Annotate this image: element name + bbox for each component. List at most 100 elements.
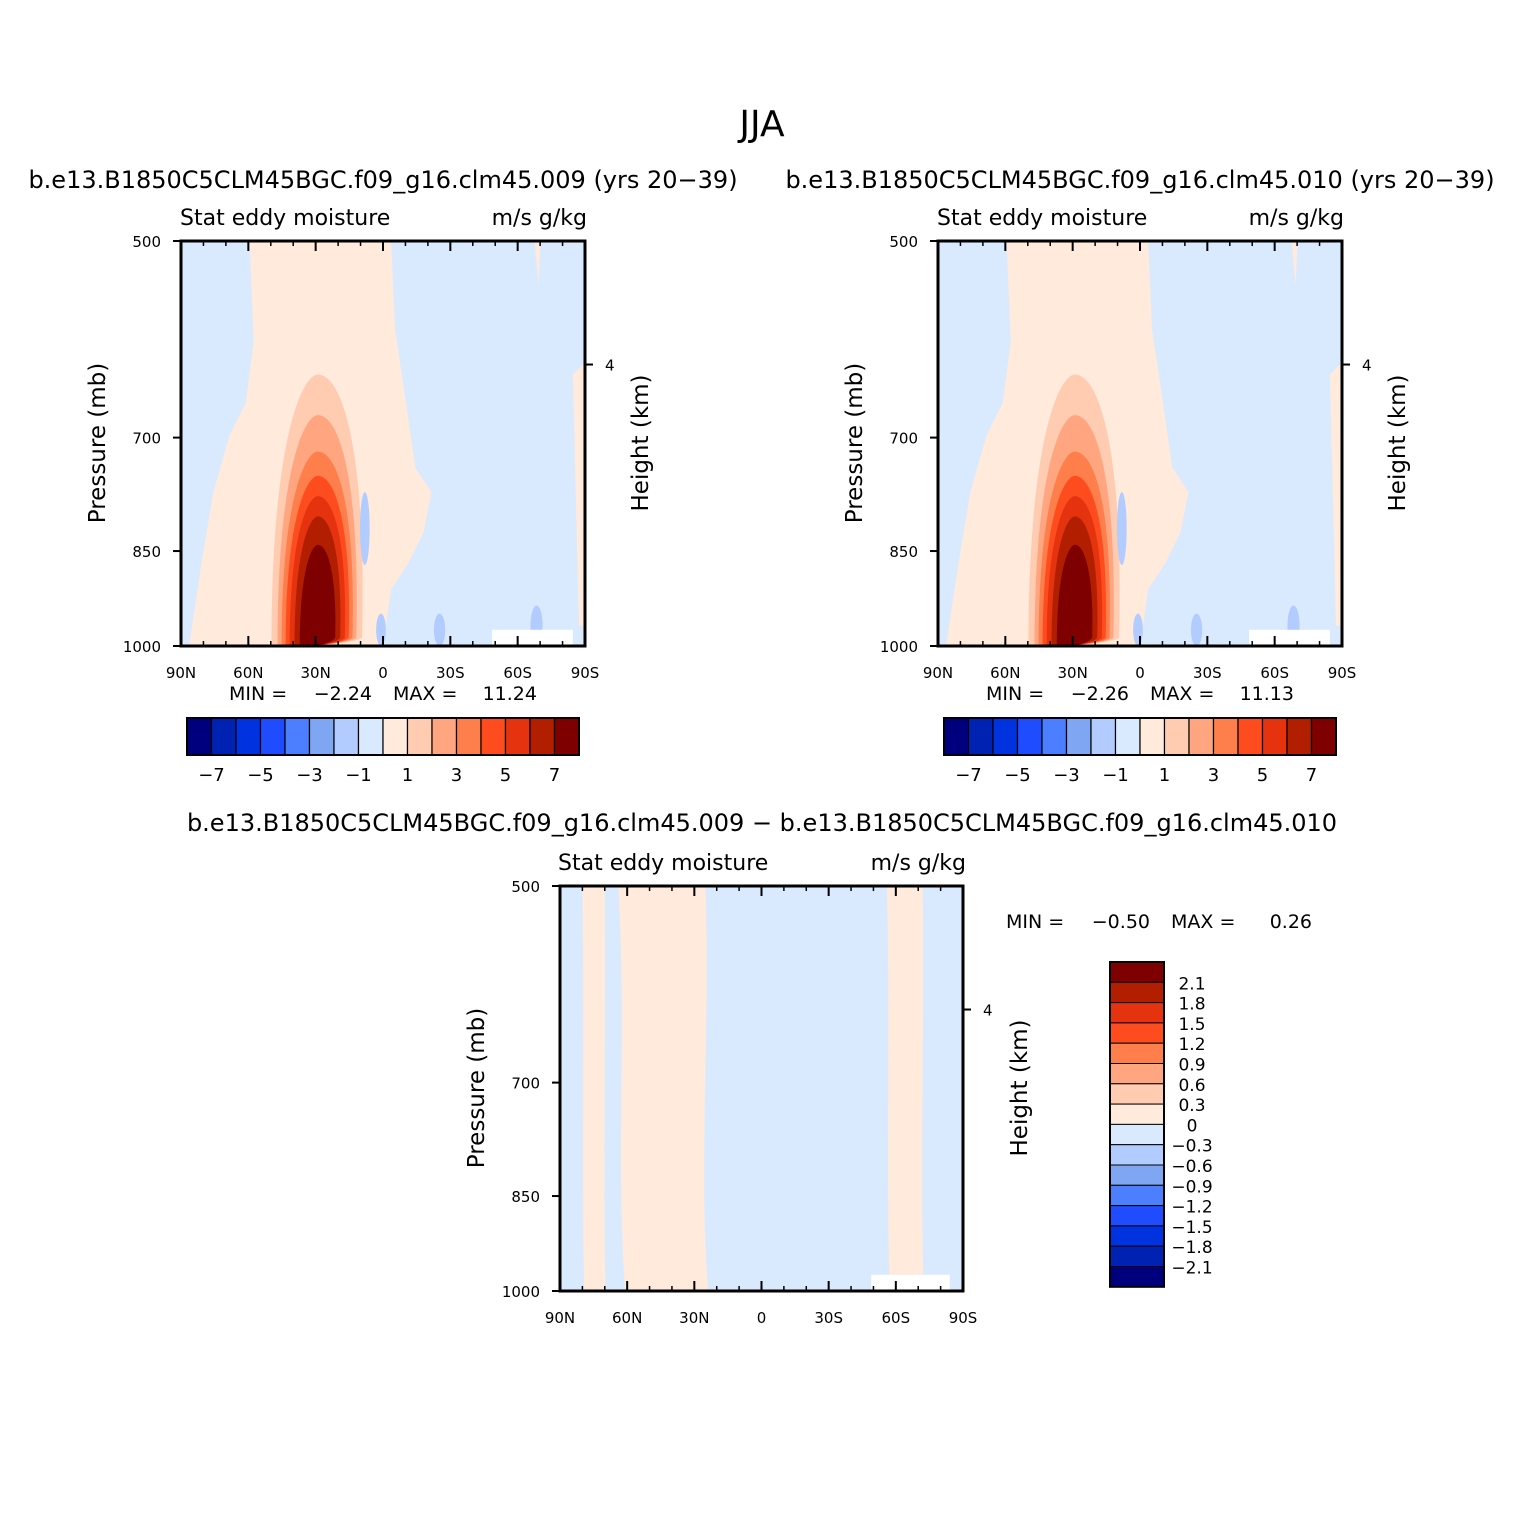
colorbar-tick-label: 5 [1257,765,1268,786]
colorbar-swatch [1114,717,1141,756]
contour-band-negative [359,492,370,565]
contour-field [181,241,585,646]
colorbar-swatch [284,717,311,756]
figure-title: JJA [737,104,785,145]
contour-band-negative [1116,492,1127,565]
x-tick-label: 30N [1058,664,1088,682]
colorbar-swatch [1109,1225,1165,1247]
colorbar-swatch [1237,717,1264,756]
colorbar-swatch [382,717,409,756]
panel-case-009: b.e13.B1850C5CLM45BGC.f09_g16.clm45.009 … [28,166,737,786]
x-tick-label: 60S [503,664,532,682]
plot-axes: 90N 60N 30N 0 30S 60S 90S 500 700 850 1000 4 [123,233,615,682]
x-tick-label: 90N [545,1309,575,1327]
y-tick-label: 500 [511,878,540,896]
colorbar-tick-label: −5 [247,765,274,786]
contour-layers [938,241,1342,646]
x-tick-label: 30N [679,1309,709,1327]
y-tick-label: 1000 [880,638,918,656]
colorbar-tick-label: 1.2 [1178,1035,1205,1055]
colorbar-swatch [455,717,482,756]
colorbar-swatch [1139,717,1166,756]
x-tick-label: 30N [301,664,331,682]
left-string: Stat eddy moisture [180,206,390,231]
colorbar-tick-label: 1 [402,765,413,786]
x-tick-label: 0 [757,1309,767,1327]
contour-band-negative [433,613,446,646]
x-tick-label: 90S [1328,664,1357,682]
right-tick-label: 4 [605,357,615,375]
colorbar-tick-label: 0.3 [1178,1096,1205,1116]
colorbar: −7 −5 −3 −1 1 3 5 7 [943,717,1337,786]
colorbar-swatch [1109,1245,1165,1267]
colorbar-tick-label: −1 [345,765,372,786]
colorbar-tick-label: 1 [1159,765,1170,786]
contour-band-positive-1 [582,886,606,1291]
x-tick-label: 30S [814,1309,843,1327]
contour-band-positive-2 [618,886,709,1291]
colorbar-swatch [480,717,507,756]
colorbar-swatch [259,717,286,756]
colorbar-swatch [1065,717,1092,756]
colorbar-swatch [1109,961,1165,983]
contour-layers [181,241,585,646]
colorbar-swatch [504,717,531,756]
colorbar-swatch [1109,1266,1165,1288]
x-tick-label: 90N [923,664,953,682]
contour-band-7 [299,544,336,646]
colorbar-swatch [1109,1083,1165,1105]
colorbar-tick-label: 1.8 [1178,995,1205,1015]
colorbar-tick-label: −3 [296,765,323,786]
colorbar-swatch [1109,1063,1165,1085]
colorbar-tick-label: −0.3 [1171,1137,1212,1157]
right-string: m/s g/kg [1249,206,1344,231]
right-string: m/s g/kg [492,206,587,231]
colorbar-swatch [1109,1022,1165,1044]
colorbar-swatch [1261,717,1288,756]
contour-band-negative [1133,613,1143,646]
colorbar-frame [186,717,580,756]
colorbar-tick-label: −1 [1102,765,1129,786]
max-value: 0.26 [1270,911,1312,933]
x-tick-label: 60N [612,1309,642,1327]
colorbar-tick-label: 3 [451,765,462,786]
x-tick-label: 60S [1260,664,1289,682]
y-axis-label-right: Height (km) [1385,374,1411,511]
y-tick-label: 850 [132,543,161,561]
right-tick-label: 4 [1362,357,1372,375]
colorbar-swatch [406,717,433,756]
x-tick-label: 60N [990,664,1020,682]
y-axis-label: Pressure (mb) [85,363,111,523]
colorbar-swatch [1109,1205,1165,1227]
colorbar-swatch [1016,717,1043,756]
colorbar-swatch [1286,717,1313,756]
colorbar-swatch [431,717,458,756]
y-tick-label: 700 [132,430,161,448]
min-label: MIN = [986,683,1044,705]
colorbar: −7 −5 −3 −1 1 3 5 7 [186,717,580,786]
y-tick-label: 700 [889,430,918,448]
contour-band-positive-thin [534,241,541,286]
colorbar-swatch [967,717,994,756]
max-label: MAX = [393,683,457,705]
colorbar-tick-label: 0.9 [1178,1056,1205,1076]
case-title: b.e13.B1850C5CLM45BGC.f09_g16.clm45.010 … [785,166,1494,194]
colorbar-swatch [235,717,262,756]
colorbar-tick-label: −2.1 [1171,1259,1212,1279]
y-axis-label: Pressure (mb) [464,1008,490,1168]
colorbar-tick-label: 0 [1187,1116,1198,1136]
colorbar-swatch [943,717,970,756]
colorbar-tick-label: −7 [955,765,982,786]
contour-band-positive-thin [1291,241,1298,286]
x-tick-label: 60N [233,664,263,682]
colorbar-tick-label: 7 [549,765,560,786]
colorbar-tick-label: 0.6 [1178,1076,1205,1096]
min-label: MIN = [1006,911,1064,933]
y-axis-label-right: Height (km) [628,374,654,511]
colorbar-swatch [1090,717,1117,756]
min-value: −2.26 [1071,683,1129,705]
colorbar-tick-label: 7 [1306,765,1317,786]
max-value: 11.13 [1240,683,1294,705]
